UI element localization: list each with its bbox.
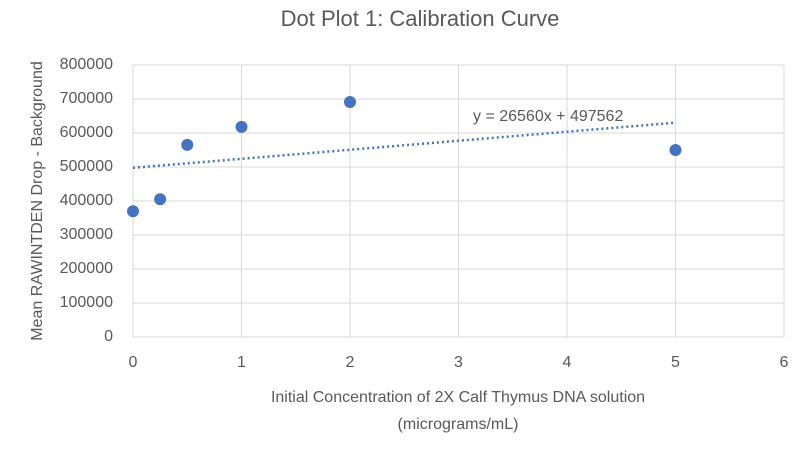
chart-title: Dot Plot 1: Calibration Curve (281, 6, 560, 31)
x-tick-label: 3 (454, 354, 463, 371)
x-tick-label: 6 (780, 354, 789, 371)
data-point (181, 138, 194, 151)
y-tick-label: 100000 (60, 294, 113, 311)
y-tick-label: 700000 (60, 90, 113, 107)
data-point (669, 144, 682, 156)
y-axis-label: Mean RAWINTDEN Drop - Background (29, 61, 46, 341)
x-tick-label: 2 (346, 354, 355, 371)
data-point (154, 193, 167, 206)
y-tick-label: 400000 (60, 192, 113, 209)
data-point (127, 205, 139, 218)
x-axis-label: (micrograms/mL) (398, 416, 519, 433)
trendline (132, 121, 676, 170)
data-point (235, 120, 248, 133)
y-tick-label: 200000 (60, 260, 113, 277)
y-tick-label: 500000 (60, 158, 113, 175)
x-axis-label: Initial Concentration of 2X Calf Thymus … (271, 389, 645, 406)
trendline-equation: y = 26560x + 497562 (473, 108, 623, 125)
y-tick-label: 600000 (60, 124, 113, 141)
y-tick-label: 300000 (60, 226, 113, 243)
x-tick-label: 5 (671, 354, 680, 371)
y-tick-label: 800000 (60, 56, 113, 73)
x-tick-label: 1 (237, 354, 246, 371)
y-tick-label: 0 (104, 328, 113, 345)
x-tick-label: 4 (563, 354, 572, 371)
x-tick-label: 0 (129, 354, 138, 371)
data-point (344, 96, 356, 109)
